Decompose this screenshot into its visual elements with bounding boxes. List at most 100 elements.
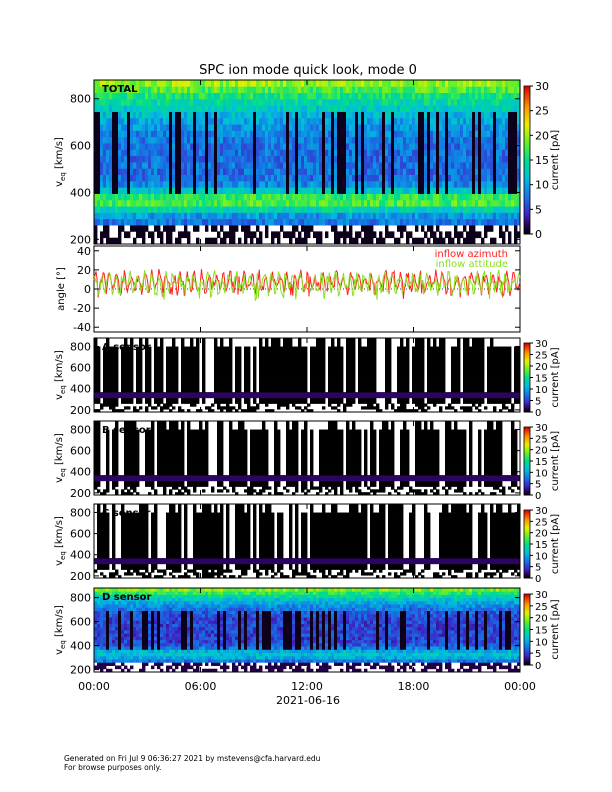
spectrogram-cell: [121, 366, 125, 370]
spectrogram-cell: [454, 155, 458, 163]
spectrogram-cell: [163, 130, 167, 138]
spectrogram-cell: [427, 168, 431, 176]
spectrogram-cell: [274, 352, 278, 356]
spectrogram-cell: [265, 403, 269, 407]
spectrogram-cell: [181, 231, 185, 239]
spectrogram-cell: [478, 80, 482, 87]
spectrogram-cell: [160, 117, 164, 125]
spectrogram-cell: [151, 105, 155, 112]
spectrogram-cell: [220, 98, 224, 106]
spectrogram-cell: [259, 149, 263, 157]
spectrogram-cell: [253, 174, 257, 182]
spectrogram-cell: [469, 155, 473, 163]
spectrogram-cell: [112, 199, 116, 207]
spectrogram-cell: [166, 369, 170, 373]
spectrogram-cell: [295, 218, 299, 226]
spectrogram-cell: [184, 98, 188, 106]
spectrogram-cell: [289, 80, 293, 87]
spectrogram-cell: [238, 394, 242, 399]
spectrogram-cell: [409, 136, 413, 144]
spectrogram-cell: [247, 360, 251, 365]
spectrogram-cell: [223, 377, 227, 382]
colorbar-segment: [524, 147, 530, 151]
spectrogram-cell: [106, 349, 110, 353]
spectrogram-cell: [463, 105, 467, 112]
spectrogram-cell: [493, 187, 497, 194]
spectrogram-cell: [241, 124, 245, 131]
spectrogram-cell: [448, 168, 452, 176]
spectrogram-cell: [184, 366, 188, 370]
spectrogram-cell: [196, 225, 200, 232]
spectrogram-cell: [490, 105, 494, 112]
spectrogram-cell: [94, 346, 98, 350]
spectrogram-cell: [508, 237, 512, 245]
spectrogram-cell: [154, 375, 158, 379]
spectrogram-cell: [265, 363, 269, 367]
spectrogram-cell: [289, 355, 293, 359]
spectrogram-cell: [196, 349, 200, 353]
spectrogram-cell: [505, 162, 509, 169]
spectrogram-cell: [106, 392, 110, 396]
spectrogram-cell: [469, 162, 473, 169]
spectrogram-cell: [223, 218, 227, 226]
spectrogram-cell: [415, 80, 419, 87]
spectrogram-cell: [355, 168, 359, 176]
spectrogram-cell: [100, 187, 104, 194]
spectrogram-cell: [166, 105, 170, 112]
spectrogram-cell: [202, 111, 206, 119]
spectrogram-cell: [469, 111, 473, 119]
spectrogram-cell: [355, 117, 359, 125]
spectrogram-cell: [481, 212, 485, 220]
spectrogram-cell: [118, 187, 122, 194]
spectrogram-cell: [370, 237, 374, 245]
spectrogram-cell: [439, 143, 443, 150]
spectrogram-cell: [259, 375, 263, 379]
spectrogram-cell: [181, 111, 185, 119]
spectrogram-cell: [265, 124, 269, 131]
spectrogram-cell: [301, 366, 305, 370]
spectrogram-cell: [223, 372, 227, 376]
spectrogram-cell: [400, 218, 404, 226]
spectrogram-cell: [340, 218, 344, 226]
spectrogram-cell: [94, 143, 98, 150]
spectrogram-cell: [481, 86, 485, 94]
spectrogram-cell: [385, 231, 389, 239]
spectrogram-cell: [337, 124, 341, 131]
spectrogram-cell: [343, 143, 347, 150]
spectrogram-cell: [139, 357, 143, 362]
spectrogram-cell: [259, 193, 263, 201]
spectrogram-cell: [403, 218, 407, 226]
spectrogram-cell: [229, 375, 233, 379]
spectrogram-cell: [130, 105, 134, 112]
spectrogram-cell: [448, 136, 452, 144]
spectrogram-cell: [412, 212, 416, 220]
spectrogram-cell: [187, 206, 191, 213]
spectrogram-cell: [253, 357, 257, 362]
spectrogram-cell: [229, 168, 233, 176]
spectrogram-cell: [106, 357, 110, 362]
spectrogram-cell: [508, 98, 512, 106]
spectrogram-cell: [124, 174, 128, 182]
spectrogram-cell: [439, 149, 443, 157]
spectrogram-cell: [490, 225, 494, 232]
spectrogram-cell: [283, 343, 287, 347]
spectrogram-cell: [184, 397, 188, 402]
spectrogram-cell: [268, 409, 272, 413]
spectrogram-cell: [190, 143, 194, 150]
spectrogram-cell: [295, 377, 299, 382]
spectrogram-cell: [151, 130, 155, 138]
spectrogram-cell: [127, 231, 131, 239]
spectrogram-cell: [175, 187, 179, 194]
spectrogram-cell: [379, 105, 383, 112]
spectrogram-cell: [331, 92, 335, 100]
spectrogram-cell: [442, 199, 446, 207]
spectrogram-cell: [499, 199, 503, 207]
spectrogram-cell: [265, 212, 269, 220]
spectrogram-cell: [424, 174, 428, 182]
spectrogram-cell: [292, 180, 296, 188]
spectrogram-cell: [391, 98, 395, 106]
spectrogram-cell: [406, 80, 410, 87]
spectrogram-cell: [94, 231, 98, 239]
spectrogram-cell: [280, 400, 284, 404]
spectrogram-cell: [472, 237, 476, 245]
